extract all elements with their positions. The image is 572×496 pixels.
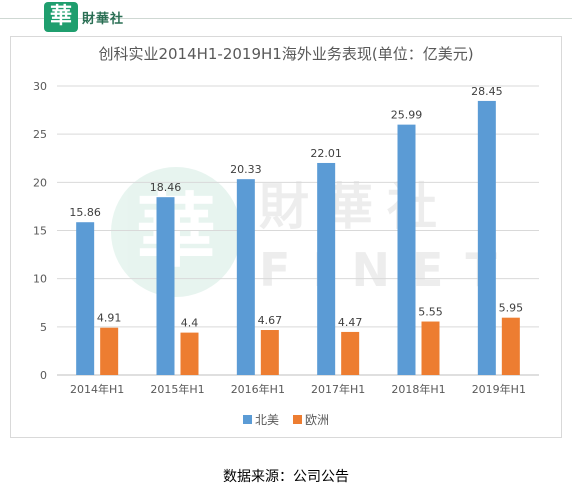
legend-swatch-europe [293, 415, 302, 424]
bar-europe [100, 327, 119, 375]
y-tick-label: 0 [40, 369, 47, 382]
y-tick-label: 30 [33, 80, 47, 93]
x-tick-label: 2019年H1 [472, 382, 526, 396]
data-label: 25.99 [391, 109, 423, 122]
bar-north-america [477, 100, 496, 375]
legend-label-europe: 欧洲 [305, 413, 330, 427]
legend-swatch-north-america [242, 415, 252, 424]
bar-europe [341, 331, 360, 375]
data-label: 5.95 [499, 302, 524, 315]
data-label: 4.67 [258, 314, 283, 327]
bar-north-america [76, 222, 95, 375]
bar-north-america [397, 124, 416, 375]
data-label: 4.47 [338, 316, 363, 329]
data-label: 15.86 [69, 206, 101, 219]
x-tick-label: 2018年H1 [391, 382, 445, 396]
bar-europe [260, 330, 279, 375]
x-tick-label: 2014年H1 [70, 382, 124, 396]
brand-logo: 華 財華社 [44, 2, 124, 32]
bar-europe [501, 317, 520, 375]
bar-north-america [156, 197, 175, 375]
y-tick-label: 5 [40, 321, 47, 334]
data-label: 18.46 [150, 181, 182, 194]
legend-item-north-america: 北美 [242, 411, 279, 428]
chart-title: 创科实业2014H1-2019H1海外业务表现(单位：亿美元) [98, 45, 474, 63]
header-rule [0, 18, 572, 19]
legend: 北美 欧洲 [11, 411, 561, 428]
data-label: 5.55 [418, 306, 443, 319]
y-tick-label: 10 [33, 273, 47, 286]
y-tick-label: 25 [33, 128, 47, 141]
brand-name: 財華社 [82, 11, 125, 27]
bar-europe [421, 321, 440, 375]
legend-item-europe: 欧洲 [293, 411, 329, 428]
data-label: 20.33 [230, 163, 262, 176]
data-label: 4.91 [97, 312, 122, 325]
y-tick-label: 20 [33, 176, 47, 189]
bar-north-america [317, 162, 336, 375]
y-tick-label: 15 [33, 225, 47, 238]
logo-mark-icon: 華 [44, 2, 78, 32]
data-label: 4.4 [181, 317, 199, 330]
bar-north-america [236, 179, 255, 375]
data-label: 28.45 [471, 85, 503, 98]
x-tick-label: 2017年H1 [311, 382, 365, 396]
x-tick-label: 2016年H1 [231, 382, 285, 396]
data-source: 数据来源：公司公告 [223, 469, 349, 485]
legend-label-north-america: 北美 [254, 413, 279, 427]
bar-europe [180, 332, 199, 375]
data-label: 22.01 [310, 147, 342, 160]
x-tick-label: 2015年H1 [150, 382, 204, 396]
bar-chart: 0 5 10 15 20 25 30 15.86 4.91 2014年H1 18.46 4.4 2015… [33, 80, 539, 396]
chart-frame: 華 財華社 FINET 创科实业2014H1-2019H1海外业务表现(单位：亿… [10, 36, 562, 438]
